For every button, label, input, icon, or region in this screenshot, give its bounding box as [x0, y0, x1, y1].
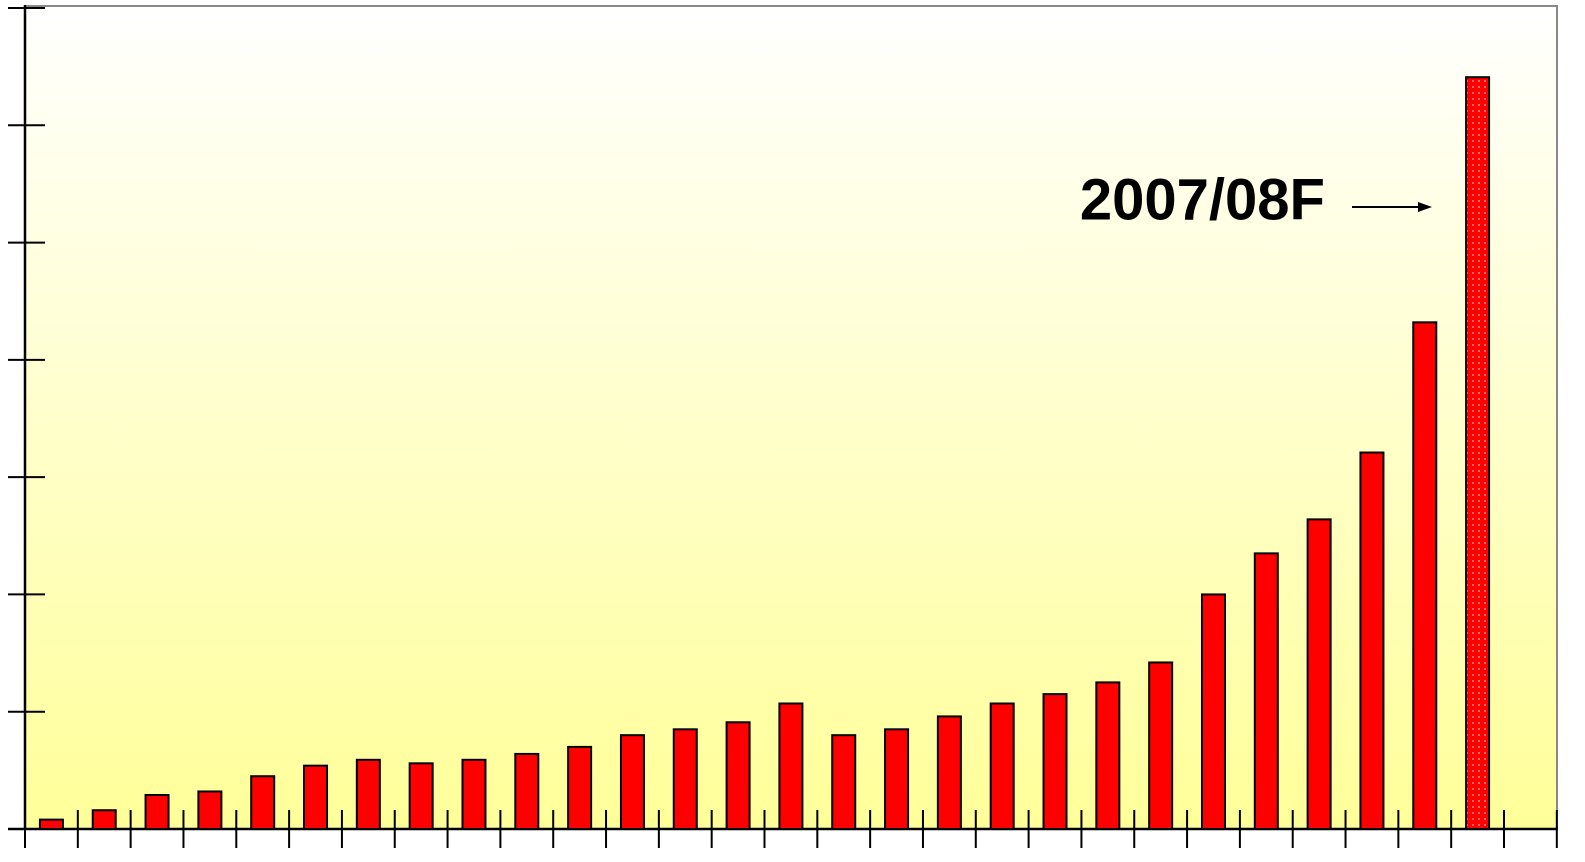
bar [567, 745, 593, 831]
bar [1359, 451, 1385, 830]
bar [778, 702, 804, 830]
bar [672, 728, 698, 830]
bar [1200, 593, 1226, 831]
bar [1095, 681, 1121, 831]
bar [355, 758, 381, 831]
bar [1465, 76, 1491, 831]
annotation-arrowhead [1418, 202, 1432, 212]
annotation: 2007/08F [1080, 167, 1325, 232]
plot-area [24, 5, 1558, 830]
bar [1253, 552, 1279, 831]
bar [144, 793, 170, 830]
bar [619, 734, 645, 831]
bar [197, 790, 223, 830]
bar [303, 764, 329, 830]
bars [38, 76, 1491, 831]
bar [1412, 321, 1438, 830]
bar [514, 752, 540, 830]
bar [91, 809, 117, 831]
bar [408, 762, 434, 831]
bar [989, 702, 1015, 830]
bar [725, 721, 751, 831]
bar [461, 758, 487, 831]
bar [1042, 693, 1068, 830]
bar [1306, 518, 1332, 830]
bar [936, 715, 962, 830]
bar [38, 818, 64, 830]
bar [884, 728, 910, 830]
bar [1148, 661, 1174, 830]
bar [250, 775, 276, 831]
bar [831, 734, 857, 831]
